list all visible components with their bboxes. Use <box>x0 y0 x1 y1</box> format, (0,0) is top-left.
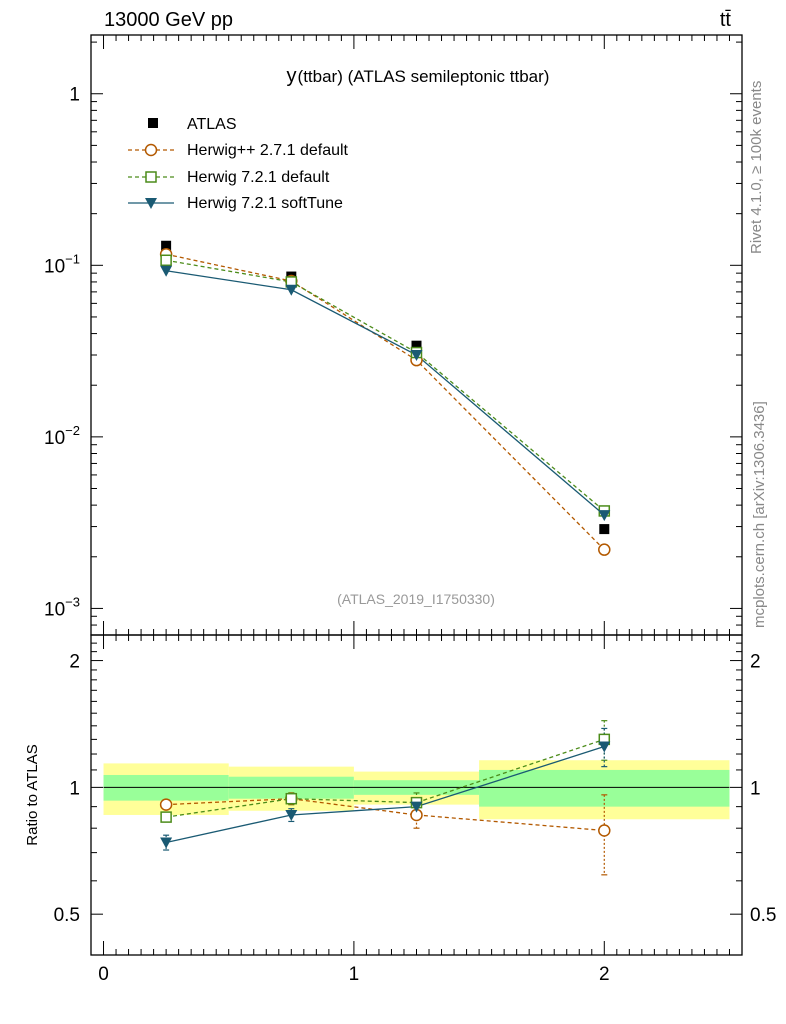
series-point-2 <box>598 510 611 522</box>
process-label: tt̄ <box>720 9 732 31</box>
series-point-1 <box>160 254 172 267</box>
y-tick-label-base: 10 <box>44 599 65 620</box>
legend: ATLAS Herwig++ 2.7.1 default Herwig 7.2.… <box>128 116 349 212</box>
y-tick-label: 1 <box>69 85 80 106</box>
series-marks <box>159 240 611 876</box>
series-point-2 <box>160 265 173 277</box>
rivet-label: Rivet 4.1.0, ≥ 100k events <box>748 81 765 254</box>
ratio-point-2 <box>160 837 173 849</box>
plot-title: y(ttbar) (ATLAS semileptonic ttbar) <box>287 65 550 87</box>
y-tick-label: 10−1 <box>44 251 80 277</box>
data-point <box>599 524 610 535</box>
ratio-point-2 <box>410 801 423 813</box>
legend-marker-herwig7-softtune <box>145 198 157 209</box>
y-tick-label-exp: −3 <box>65 594 80 609</box>
y-tick-label: 10−3 <box>44 594 80 620</box>
ratio-point-0 <box>598 824 611 837</box>
ratio-band-inner <box>479 769 730 807</box>
ratio-ylabel: Ratio to ATLAS <box>24 744 41 845</box>
y-tick-label-exp: −1 <box>65 251 80 266</box>
series-line-0 <box>165 253 605 551</box>
ratio-line-1 <box>166 738 605 818</box>
title-rest: (ttbar) (ATLAS semileptonic ttbar) <box>298 67 550 86</box>
y-tick-label-exp: −2 <box>65 423 80 438</box>
series-line-1 <box>166 259 605 512</box>
y-tick-label-base: 1 <box>69 85 80 106</box>
x-tick-label: 0 <box>98 964 109 985</box>
ratio-point-1 <box>285 792 298 805</box>
series-point-2 <box>410 350 423 362</box>
ratio-point-2 <box>598 741 611 753</box>
data-point <box>161 240 172 251</box>
y-tick-label-base: 10 <box>44 428 65 449</box>
legend-label-atlas: ATLAS <box>187 116 237 133</box>
legend-label-herwig7-default: Herwig 7.2.1 default <box>187 169 330 186</box>
ratio-tick-label-right: 1 <box>750 778 761 799</box>
ratio-point-1 <box>160 811 172 823</box>
ratio-tick-label-right: 2 <box>750 652 761 673</box>
ratio-point-2 <box>285 809 298 821</box>
ratio-tick-label-left: 0.5 <box>54 905 80 926</box>
ratio-tick-label-right: 0.5 <box>750 905 776 926</box>
series-point-2 <box>285 284 298 296</box>
energy-label: 13000 GeV pp <box>104 9 233 31</box>
ratio-line-2 <box>165 745 605 844</box>
data-point <box>411 340 422 351</box>
title-y: y <box>287 65 297 87</box>
mcplots-label: mcplots.cern.ch [arXiv:1306.3436] <box>751 401 768 628</box>
ratio-tick-label-left: 2 <box>69 652 80 673</box>
ratio-line-0 <box>166 798 605 832</box>
legend-marker-herwig7-default <box>145 171 157 183</box>
axis-text: 110−110−210−32 21 10.5 0.50 1 2 <box>44 85 776 985</box>
x-tick-label: 1 <box>349 964 360 985</box>
axis-ticks <box>91 35 742 955</box>
legend-label-herwig7-softtune: Herwig 7.2.1 softTune <box>187 195 343 212</box>
y-tick-label-base: 10 <box>44 256 65 277</box>
series-line-2 <box>166 270 605 516</box>
ratio-point-0 <box>159 798 173 811</box>
legend-label-herwigpp: Herwig++ 2.7.1 default <box>187 142 349 159</box>
legend-marker-herwigpp <box>144 143 158 157</box>
y-tick-label: 10−2 <box>44 423 80 449</box>
analysis-id: (ATLAS_2019_I1750330) <box>337 591 495 607</box>
legend-marker-atlas <box>148 118 158 128</box>
ratio-tick-label-left: 1 <box>69 778 80 799</box>
series-point-0 <box>598 543 611 556</box>
x-tick-label: 2 <box>599 964 610 985</box>
